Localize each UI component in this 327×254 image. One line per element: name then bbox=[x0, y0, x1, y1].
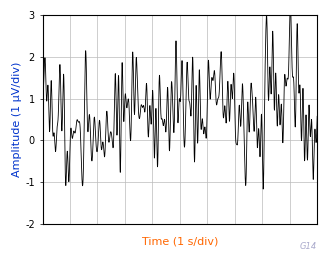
X-axis label: Time (1 s/div): Time (1 s/div) bbox=[142, 236, 218, 246]
Text: G14: G14 bbox=[300, 243, 317, 251]
Y-axis label: Amplitude (1 μV/div): Amplitude (1 μV/div) bbox=[12, 62, 22, 177]
